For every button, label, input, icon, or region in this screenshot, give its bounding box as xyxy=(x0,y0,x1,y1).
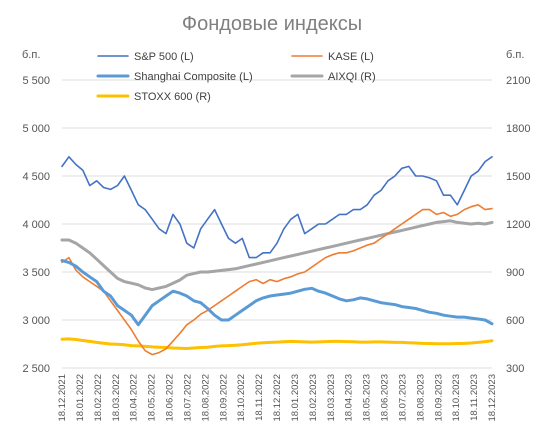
x-tick-label: 18.04.2022 xyxy=(129,374,140,422)
x-tick-label: 18.08.2023 xyxy=(415,374,426,422)
series-line-4 xyxy=(60,337,494,350)
left-tick-label: 4 000 xyxy=(22,219,50,231)
left-tick-label: 2 500 xyxy=(22,363,50,375)
left-tick-label: 5 500 xyxy=(22,75,50,87)
chart-title: Фондовые индексы xyxy=(182,13,362,35)
x-axis-ticks: 18.12.2021 18.01.2022 18.02.2022 18.03.2022… xyxy=(57,374,498,422)
right-axis-unit: б.п. xyxy=(506,49,524,61)
x-tick-label: 18.09.2022 xyxy=(218,374,229,422)
x-tick-label: 18.01.2022 xyxy=(75,374,86,422)
x-tick-label: 18.11.2022 xyxy=(254,374,265,421)
x-tick-label: 18.05.2023 xyxy=(362,374,373,422)
left-axis-unit: б.п. xyxy=(22,49,40,61)
x-tick-label: 18.11.2023 xyxy=(469,374,480,421)
right-tick-label: 1500 xyxy=(506,171,530,183)
x-tick-label: 18.01.2023 xyxy=(290,374,301,422)
right-tick-label: 2100 xyxy=(506,75,530,87)
left-tick-label: 3 000 xyxy=(22,315,50,327)
x-tick-label: 18.05.2022 xyxy=(147,374,158,422)
x-tick-label: 18.02.2022 xyxy=(93,374,104,422)
right-tick-label: 300 xyxy=(506,363,524,375)
x-tick-label: 18.09.2023 xyxy=(433,374,444,422)
right-tick-label: 900 xyxy=(506,267,524,279)
x-tick-label: 18.02.2023 xyxy=(308,374,319,422)
x-tick-label: 18.12.2021 xyxy=(57,374,68,422)
x-tick-label: 18.10.2022 xyxy=(236,374,247,422)
x-tick-label: 18.07.2023 xyxy=(397,374,408,422)
x-tick-label: 18.04.2023 xyxy=(344,374,355,422)
right-tick-label: 1200 xyxy=(506,219,530,231)
series-line-3 xyxy=(60,219,494,292)
x-tick-label: 18.03.2022 xyxy=(111,374,122,422)
x-tick-label: 18.12.2023 xyxy=(487,374,498,422)
legend: S&P 500 (L) KASE (L) Shanghai Composite (L… xyxy=(96,51,376,103)
series-lines xyxy=(60,156,494,356)
legend-label-2: Shanghai Composite (L) xyxy=(134,71,253,83)
x-tick-label: 18.03.2023 xyxy=(326,374,337,422)
legend-label-4: STOXX 600 (R) xyxy=(134,91,211,103)
right-tick-label: 1800 xyxy=(506,123,530,135)
x-tick-label: 18.08.2022 xyxy=(200,374,211,422)
left-axis-ticks: 2 500 3 000 3 500 4 000 4 500 5 000 5 500 xyxy=(22,75,50,375)
right-tick-label: 600 xyxy=(506,315,524,327)
series-line-2 xyxy=(60,259,494,327)
series-line-0 xyxy=(61,156,493,259)
left-tick-label: 4 500 xyxy=(22,171,50,183)
legend-label-1: KASE (L) xyxy=(328,51,374,63)
x-tick-label: 18.06.2023 xyxy=(380,374,391,422)
x-tick-label: 18.12.2022 xyxy=(272,374,283,422)
series-line-1 xyxy=(61,204,493,356)
legend-label-3: AIXQI (R) xyxy=(328,71,376,83)
legend-label-0: S&P 500 (L) xyxy=(134,51,194,63)
x-tick-label: 18.06.2022 xyxy=(165,374,176,422)
left-tick-label: 5 000 xyxy=(22,123,50,135)
x-tick-label: 18.10.2023 xyxy=(451,374,462,422)
left-tick-label: 3 500 xyxy=(22,267,50,279)
x-tick-label: 18.07.2022 xyxy=(182,374,193,422)
right-axis-ticks: 300 600 900 1200 1500 1800 2100 xyxy=(506,75,530,375)
